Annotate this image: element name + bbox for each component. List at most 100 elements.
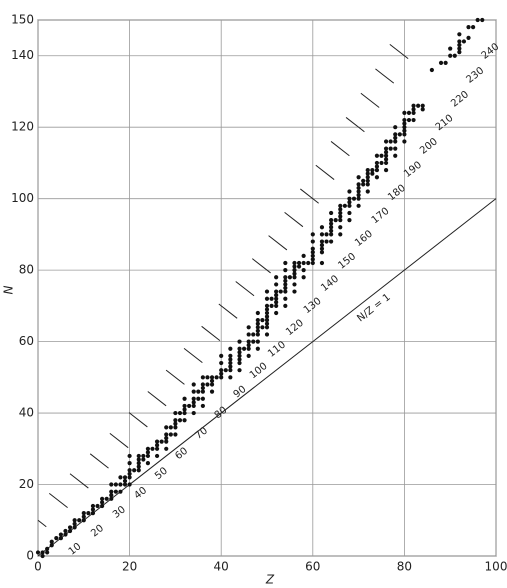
- nuclide-point: [420, 103, 425, 108]
- nuclide-point: [374, 175, 380, 180]
- isobar-label: 210: [434, 113, 456, 133]
- nuclide-point: [301, 260, 306, 266]
- nuclide-point: [365, 171, 370, 176]
- nuclide-point: [81, 518, 86, 523]
- nuclide-point: [228, 364, 233, 369]
- nuclide-point: [251, 339, 256, 344]
- nuclide-point: [35, 550, 41, 555]
- nuclide-point: [393, 139, 398, 144]
- nuclide-point: [310, 232, 315, 237]
- nuclide-point: [141, 453, 146, 459]
- nuclide-point: [168, 432, 173, 437]
- nuclide-point: [136, 453, 141, 459]
- nuclide-point: [237, 357, 242, 362]
- nuclide-point: [86, 511, 91, 516]
- nuclide-point: [113, 489, 118, 494]
- nuclide-point: [118, 482, 123, 487]
- nuclide-point: [429, 67, 434, 73]
- nuclide-point: [416, 103, 421, 108]
- nuclide-point: [200, 396, 205, 401]
- nuclide-point: [191, 396, 196, 401]
- nuclide-point: [255, 328, 260, 333]
- nuclide-point: [164, 446, 169, 451]
- nuclide-point: [237, 350, 242, 355]
- nuclide-point: [246, 353, 251, 358]
- nuclide-point: [187, 403, 192, 409]
- nuclide-point: [356, 196, 361, 201]
- nuclide-point: [127, 468, 132, 473]
- nuclide-point: [237, 346, 242, 351]
- nuclide-point: [292, 268, 297, 273]
- nuclide-point: [173, 421, 178, 426]
- nuclide-point: [191, 400, 196, 405]
- nuclide-point: [264, 318, 270, 323]
- nuclide-point: [109, 489, 114, 494]
- nuclide-point: [223, 368, 228, 373]
- nuclide-point: [338, 210, 343, 216]
- nuclide-point: [255, 346, 260, 351]
- nuclide-point: [164, 439, 169, 444]
- nuclide-point: [402, 121, 407, 126]
- y-tick-label: 150: [11, 13, 34, 27]
- nuclide-point: [356, 189, 361, 194]
- nuclide-point: [246, 339, 251, 344]
- nuclide-point: [283, 285, 288, 291]
- nuclide-point: [49, 539, 54, 544]
- nuclide-point: [374, 164, 380, 169]
- nuclide-point: [393, 125, 398, 130]
- nuclide-point: [402, 139, 407, 144]
- nuclide-point: [173, 410, 178, 416]
- isobar-dash: [284, 211, 304, 228]
- y-tick-label: 20: [19, 477, 34, 491]
- nuclide-point: [209, 378, 215, 384]
- nuclide-point: [145, 446, 151, 451]
- nuclide-point: [269, 303, 274, 308]
- nuclide-point: [383, 150, 389, 155]
- nuclide-point: [402, 117, 407, 123]
- nuclide-point: [81, 514, 86, 519]
- nuclide-point: [292, 282, 297, 287]
- x-tick-label: 20: [122, 560, 137, 574]
- nuclide-point: [127, 475, 132, 480]
- nuclide-point: [356, 203, 361, 208]
- nuclide-point: [136, 468, 141, 473]
- nuclide-point: [338, 225, 343, 230]
- y-tick-label: 100: [11, 191, 34, 205]
- nuclide-point: [329, 221, 334, 226]
- nuclide-point: [191, 382, 196, 387]
- nuclide-point: [406, 110, 412, 116]
- nuclide-point: [329, 210, 334, 216]
- y-tick-label: 80: [19, 263, 34, 277]
- nuclide-point: [338, 232, 343, 237]
- nuclide-point: [457, 42, 462, 48]
- nuclide-point: [264, 332, 270, 337]
- nuclide-point: [274, 303, 279, 308]
- nuclide-point: [264, 314, 270, 319]
- nuclide-point: [182, 403, 187, 409]
- nuclide-point: [452, 53, 457, 58]
- nuclide-point: [145, 453, 151, 459]
- isobar-label: 160: [353, 229, 375, 249]
- nuclide-point: [457, 32, 462, 37]
- nuclide-point: [411, 103, 416, 108]
- isobar-dash: [37, 519, 47, 528]
- nuclide-point: [196, 389, 201, 394]
- isobar-dash: [69, 473, 89, 489]
- nuclide-point: [237, 339, 242, 344]
- nuclide-point: [209, 375, 215, 380]
- nuclide-point: [365, 167, 370, 173]
- nuclide-point: [90, 503, 96, 509]
- y-tick-label: 60: [19, 334, 34, 348]
- isobar-label: 190: [402, 160, 424, 180]
- nuclide-point: [379, 153, 384, 158]
- nuclide-point: [338, 203, 343, 208]
- nuclide-point: [338, 207, 343, 212]
- y-tick-label: 120: [11, 120, 34, 134]
- isobar-dash: [268, 235, 288, 251]
- nuclide-point: [383, 160, 389, 166]
- nuclide-point: [374, 167, 380, 173]
- nuclide-point: [237, 368, 242, 373]
- nuclide-point: [283, 296, 288, 301]
- isobar-label: 150: [336, 251, 358, 271]
- nuclide-point: [209, 382, 215, 387]
